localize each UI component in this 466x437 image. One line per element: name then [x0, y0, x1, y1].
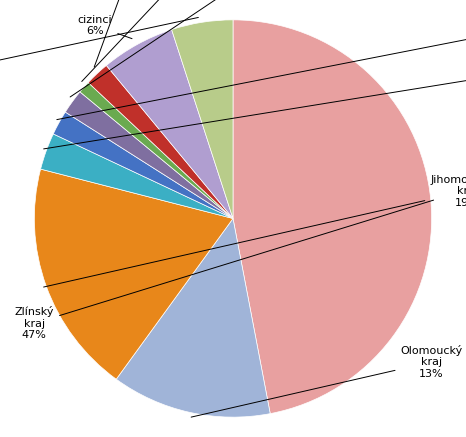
- Text: Jihomoravský
kraj
19%: Jihomoravský kraj 19%: [44, 174, 466, 287]
- Wedge shape: [65, 92, 233, 218]
- Wedge shape: [171, 20, 233, 218]
- Text: Praha
2%: Praha 2%: [94, 0, 161, 67]
- Text: Středočeský
kraj
1%: Středočeský kraj 1%: [82, 0, 273, 81]
- Wedge shape: [41, 134, 233, 218]
- Wedge shape: [80, 83, 233, 218]
- Wedge shape: [116, 218, 270, 417]
- Text: Zlínský
kraj
47%: Zlínský kraj 47%: [14, 200, 433, 340]
- Text: Vysočina
3%: Vysočina 3%: [44, 64, 466, 149]
- Text: Ostatní kraje
2%: Ostatní kraje 2%: [70, 0, 357, 97]
- Text: Pardubický
kraj
2%: Pardubický kraj 2%: [57, 3, 466, 120]
- Text: cizinci
6%: cizinci 6%: [78, 14, 132, 38]
- Wedge shape: [88, 66, 233, 218]
- Text: Moravskoslezský
kraj
5%: Moravskoslezský kraj 5%: [0, 17, 199, 92]
- Wedge shape: [233, 20, 432, 413]
- Wedge shape: [53, 112, 233, 218]
- Wedge shape: [34, 169, 233, 379]
- Text: Olomoucký
kraj
13%: Olomoucký kraj 13%: [191, 345, 463, 417]
- Wedge shape: [106, 30, 233, 218]
